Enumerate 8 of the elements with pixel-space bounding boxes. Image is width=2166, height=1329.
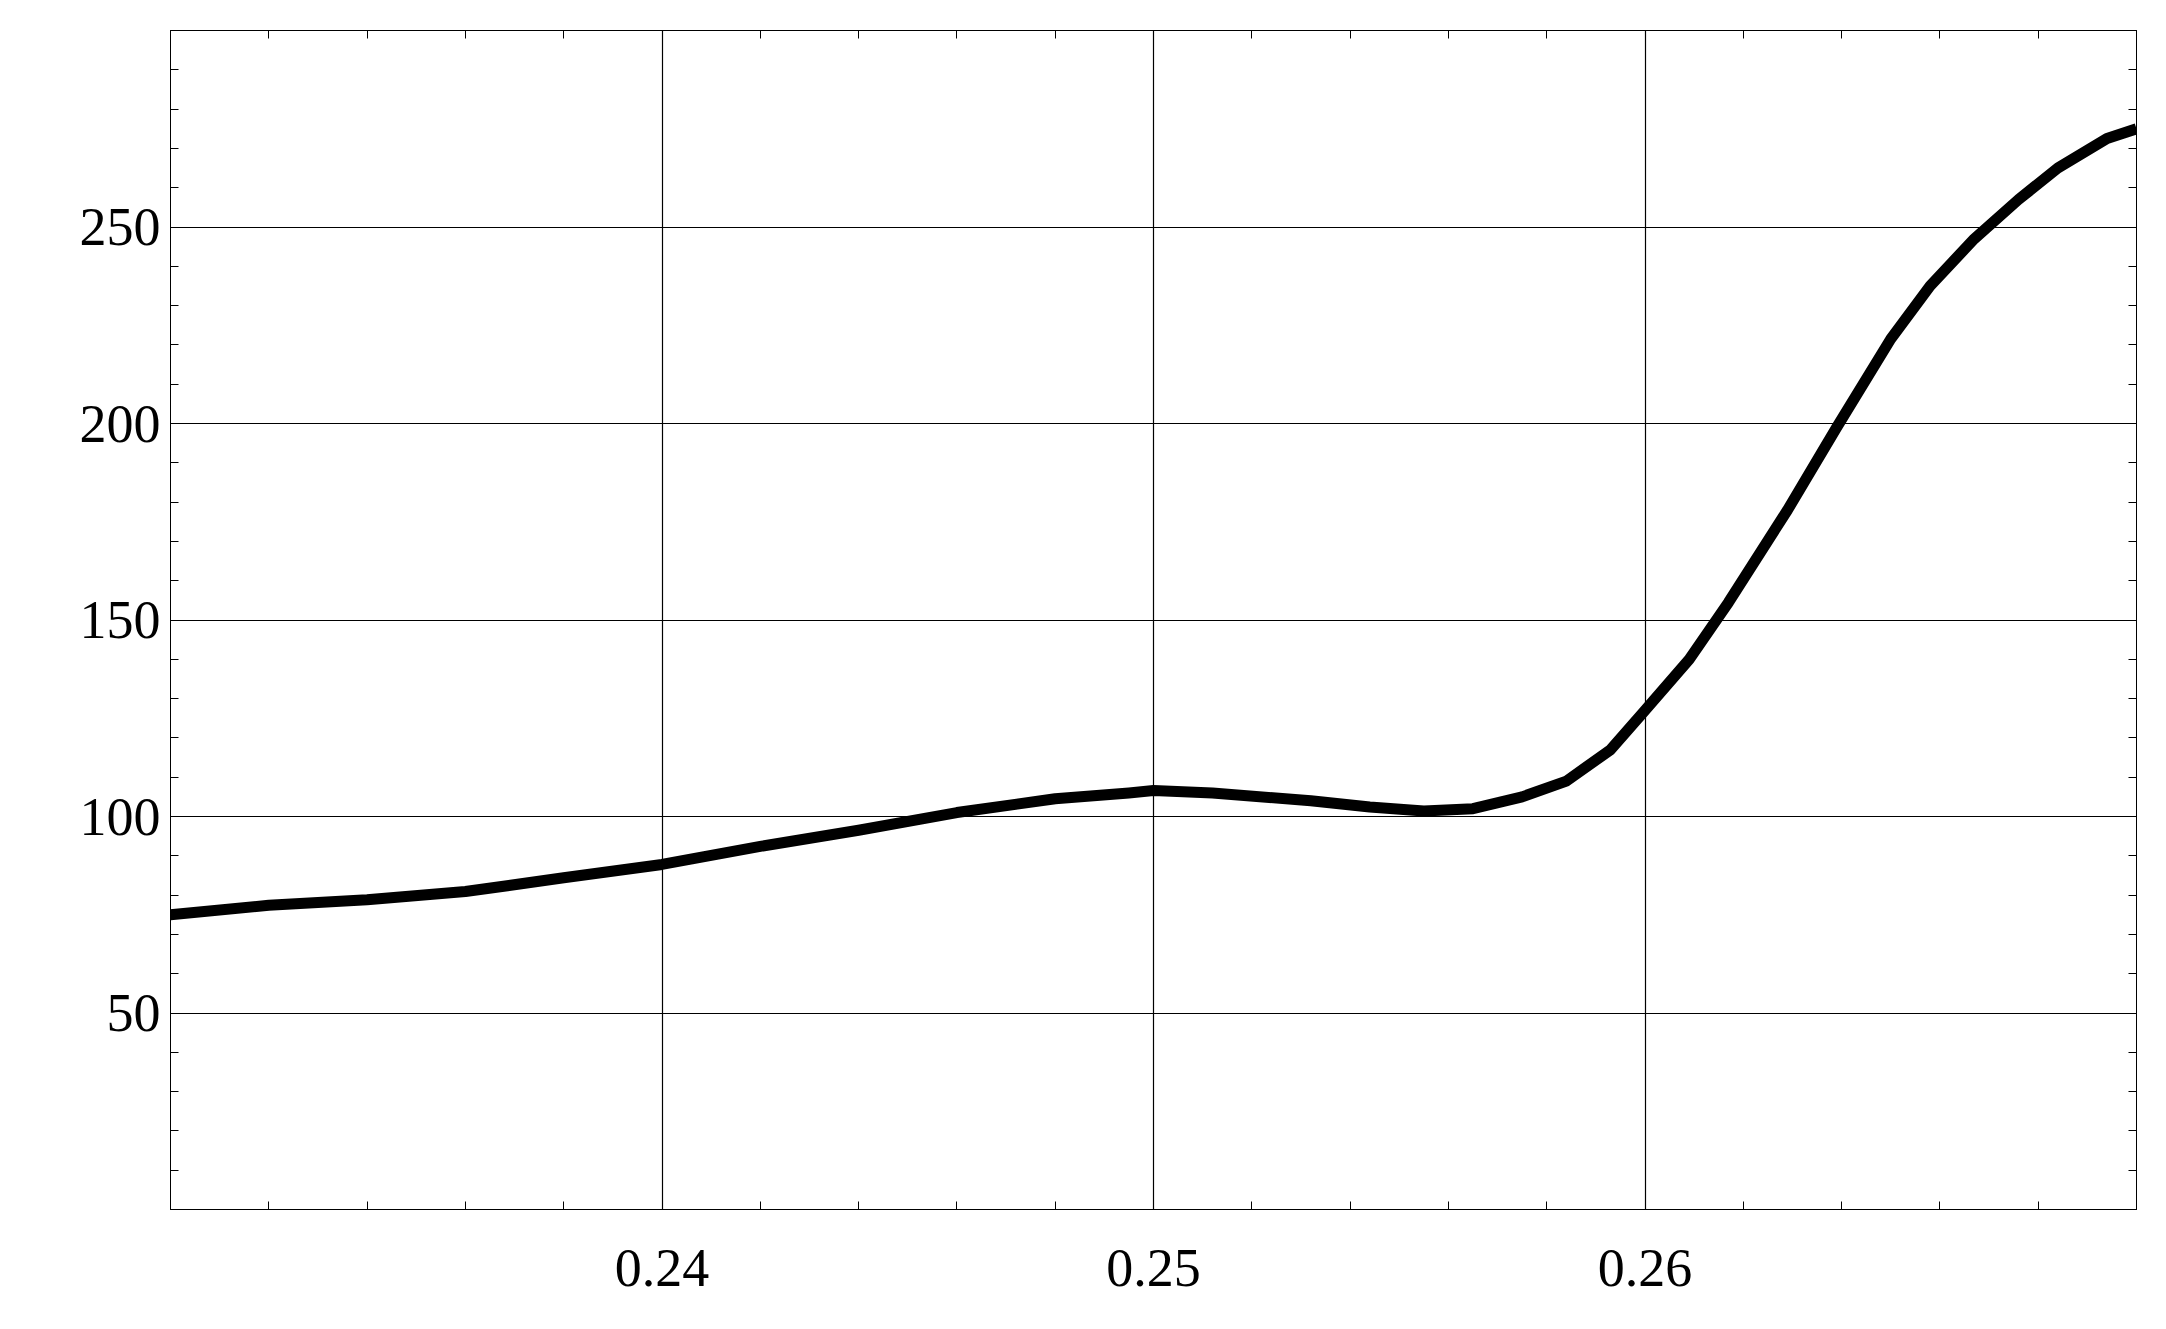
x-tick-label: 0.26	[1597, 1237, 1693, 1298]
y-tick-label: 50	[106, 983, 161, 1043]
y-tick-label: 150	[79, 590, 161, 650]
x-tick-label: 0.25	[1106, 1237, 1201, 1298]
x-tick-label: 0.24	[614, 1237, 710, 1298]
y-tick-label: 200	[79, 393, 161, 454]
y-tick-label: 250	[79, 197, 161, 257]
y-tick-label: 100	[79, 786, 161, 847]
